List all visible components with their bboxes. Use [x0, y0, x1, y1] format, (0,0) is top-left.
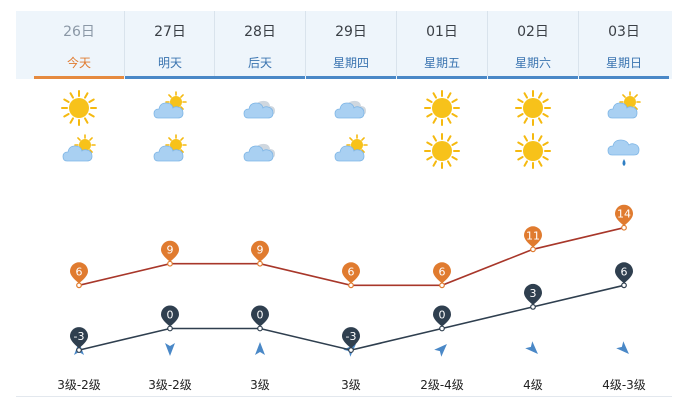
wind-direction-icon: [524, 340, 542, 358]
wind-level: 4级: [523, 378, 543, 392]
low-temp-value: 6: [621, 265, 628, 278]
day-tab-5[interactable]: 02日星期六: [488, 11, 578, 79]
day-label: 星期五: [423, 56, 460, 70]
high-temp-value: 9: [257, 244, 264, 257]
day-date: 26日: [63, 24, 95, 40]
day-label: 明天: [157, 56, 182, 70]
sun-icon: [513, 88, 553, 128]
day-tab-3[interactable]: 29日星期四: [306, 11, 396, 79]
high-temp-marker: 9: [161, 240, 179, 267]
high-temp-value: 6: [439, 265, 446, 278]
day-underline: [215, 76, 305, 79]
wind-level: 4级-3级: [602, 378, 646, 392]
sun-icon: [422, 88, 462, 128]
day-underline: [488, 76, 578, 79]
day-tab-4[interactable]: 01日星期五: [397, 11, 487, 79]
low-temp-marker: 0: [161, 305, 179, 332]
day-date: 02日: [517, 24, 549, 40]
partly-cloudy-icon: [150, 88, 190, 128]
partly-cloudy-icon: [59, 131, 99, 171]
low-temp-value: 3: [530, 287, 537, 300]
wind-direction-icon: [433, 340, 451, 358]
low-temp-marker: 6: [615, 262, 633, 289]
high-temp-marker: 6: [70, 262, 88, 289]
low-temp-marker: 0: [433, 305, 451, 332]
wind-level: 3级: [250, 378, 270, 392]
cloudy-icon: [331, 88, 371, 128]
forecast-header: [16, 11, 672, 79]
day-label: 星期四: [332, 56, 369, 70]
low-temp-value: 0: [257, 309, 264, 322]
wind-direction-icon: [615, 340, 633, 358]
low-temp-marker: -3: [70, 327, 88, 354]
column-separator: [124, 11, 125, 76]
low-temp-value: -3: [74, 330, 85, 343]
partly-cloudy-icon: [604, 88, 644, 128]
day-date: 28日: [244, 24, 276, 40]
high-temp-marker: 9: [251, 240, 269, 267]
high-temp-value: 6: [348, 265, 355, 278]
high-temp-value: 14: [617, 208, 631, 221]
bottom-divider: [16, 396, 672, 397]
high-temp-value: 6: [76, 265, 83, 278]
high-temp-value: 9: [167, 244, 174, 257]
day-tab-6[interactable]: 03日星期日: [579, 11, 669, 79]
day-underline: [306, 76, 396, 79]
cloudy-icon: [240, 88, 280, 128]
low-temp-value: 0: [439, 309, 446, 322]
sun-icon: [513, 131, 553, 171]
day-label: 今天: [66, 56, 91, 70]
low-temp-marker: 0: [251, 305, 269, 332]
low-temp-value: 0: [167, 309, 174, 322]
wind-level: 3级: [341, 378, 361, 392]
day-tab-2[interactable]: 28日后天: [215, 11, 305, 79]
wind-level: 3级-2级: [148, 378, 192, 392]
column-separator: [487, 11, 488, 76]
partly-cloudy-icon: [150, 131, 190, 171]
day-date: 29日: [335, 24, 367, 40]
day-date: 03日: [608, 24, 640, 40]
day-underline: [579, 76, 669, 79]
high-temp-marker: 14: [615, 204, 633, 231]
day-underline: [125, 76, 215, 79]
high-temp-marker: 6: [342, 262, 360, 289]
column-separator: [396, 11, 397, 76]
day-tab-1[interactable]: 27日明天: [125, 11, 215, 79]
day-underline: [34, 76, 124, 79]
day-label: 星期日: [605, 56, 642, 70]
low-temp-marker: -3: [342, 327, 360, 354]
day-date: 27日: [154, 24, 186, 40]
high-temp-marker: 11: [524, 226, 542, 253]
low-temp-value: -3: [346, 330, 357, 343]
wind-level: 3级-2级: [57, 378, 101, 392]
day-underline: [397, 76, 487, 79]
rain-icon: [604, 131, 644, 171]
column-separator: [578, 11, 579, 76]
day-label: 后天: [247, 56, 272, 70]
cloudy-icon: [240, 131, 280, 171]
high-temp-value: 11: [526, 229, 540, 242]
low-temp-marker: 3: [524, 283, 542, 310]
sun-icon: [59, 88, 99, 128]
day-date: 01日: [426, 24, 458, 40]
wind-direction-icon: [251, 340, 269, 358]
sun-icon: [422, 131, 462, 171]
column-separator: [305, 11, 306, 76]
day-label: 星期六: [514, 56, 551, 70]
wind-direction-icon: [161, 340, 179, 358]
high-temp-marker: 6: [433, 262, 451, 289]
column-separator: [214, 11, 215, 76]
partly-cloudy-icon: [331, 131, 371, 171]
day-tab-0[interactable]: 26日今天: [34, 11, 124, 79]
wind-level: 2级-4级: [420, 378, 464, 392]
